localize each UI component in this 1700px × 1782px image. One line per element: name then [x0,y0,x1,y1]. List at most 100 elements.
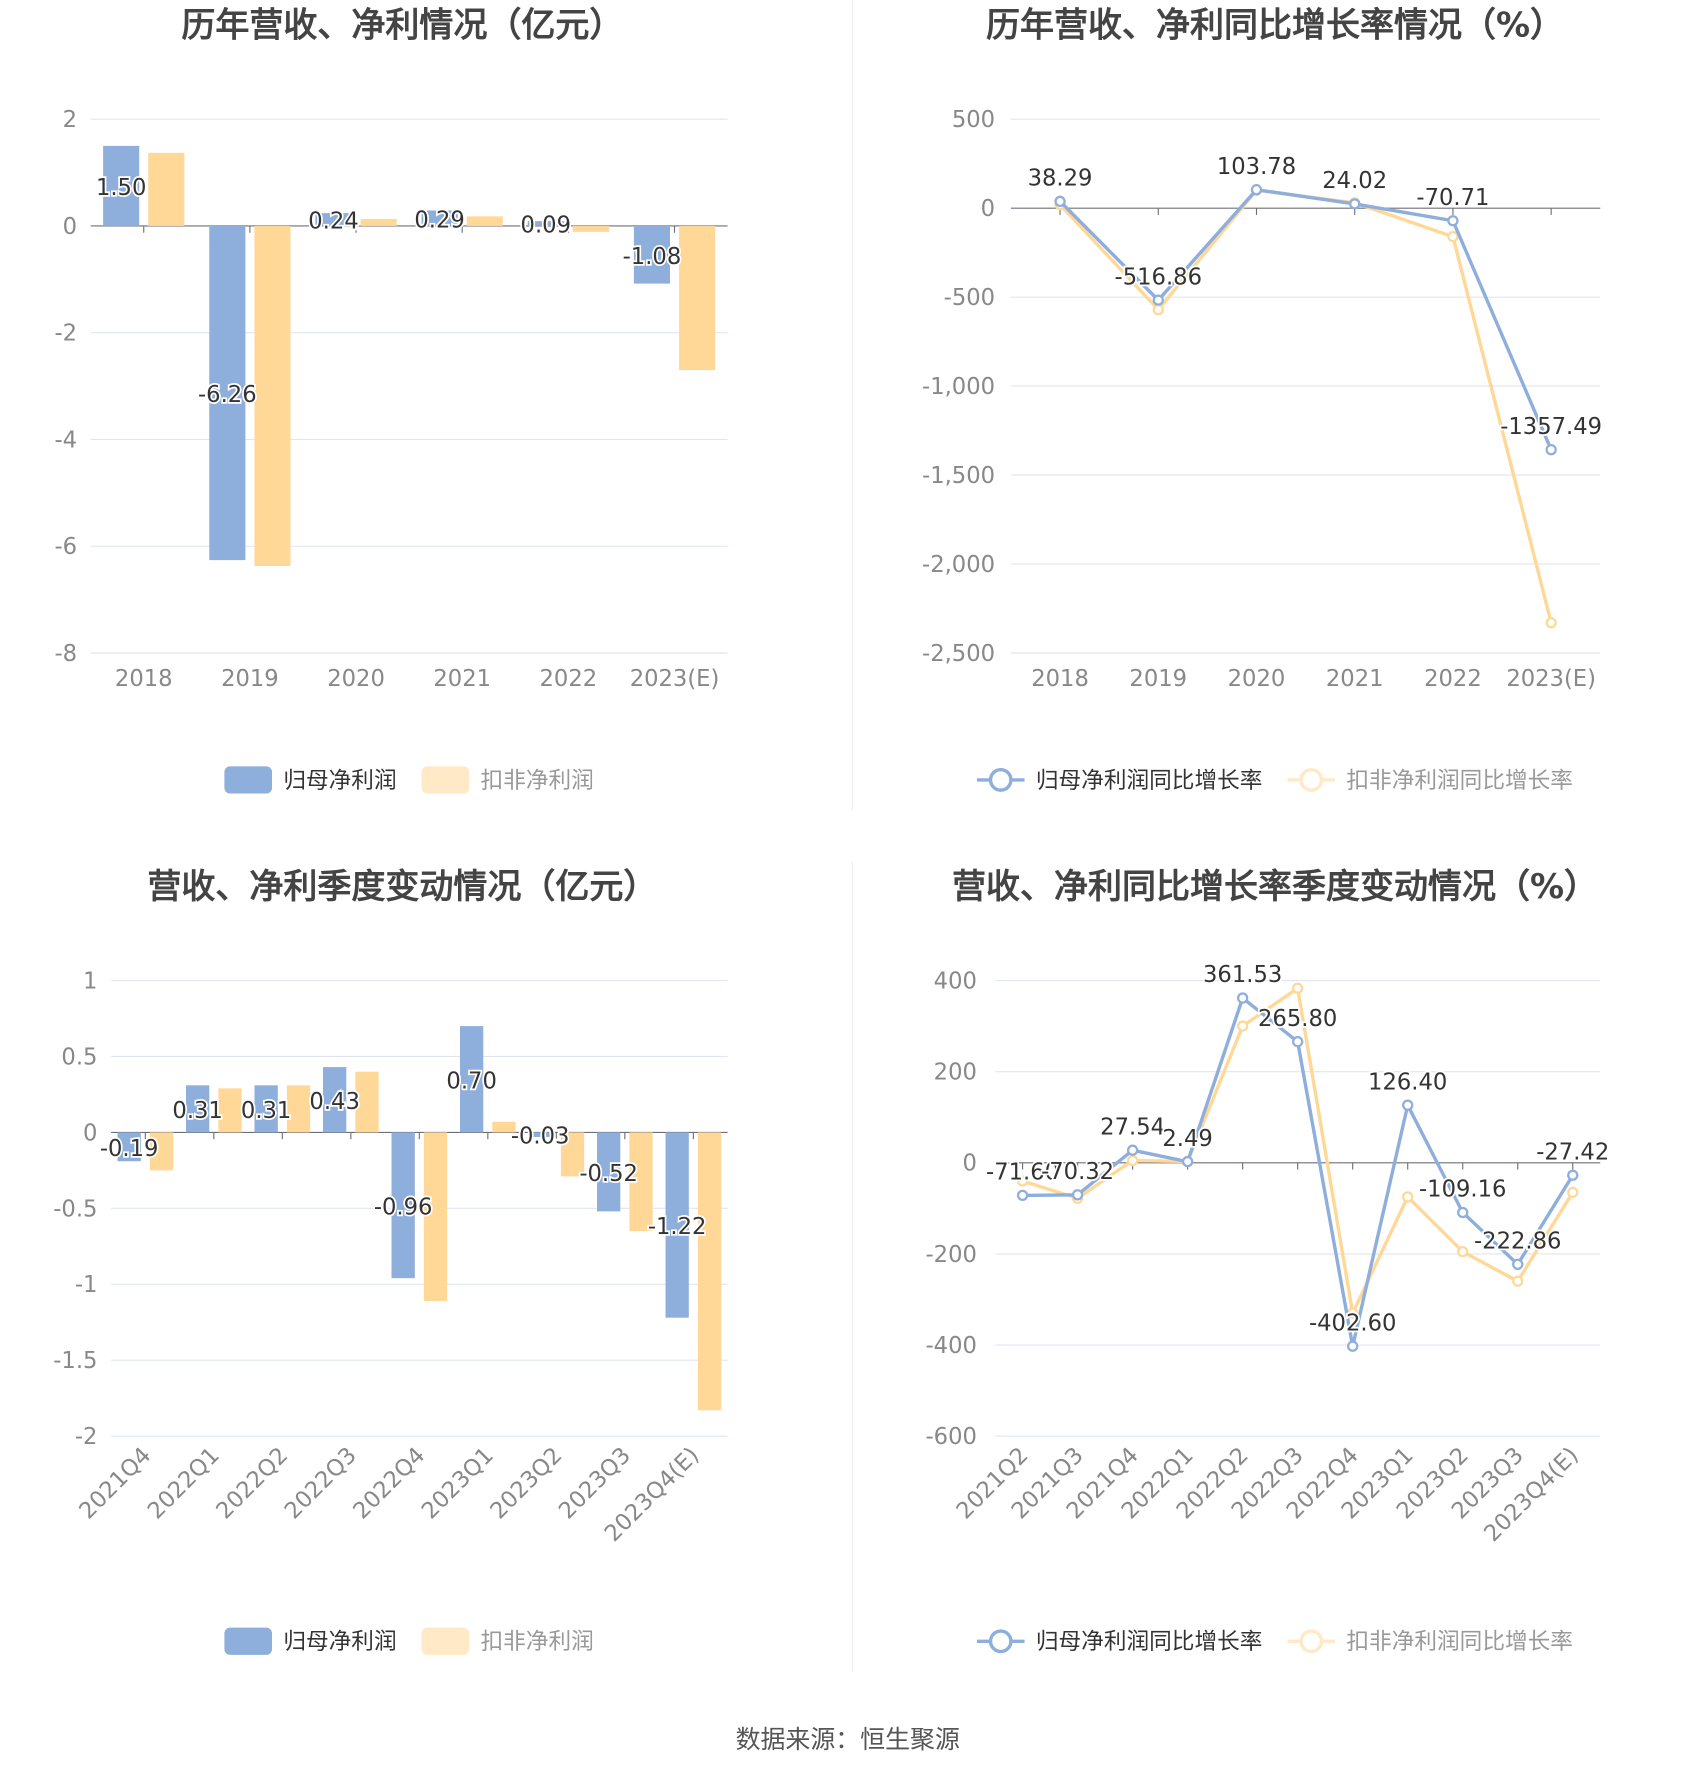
bar-parent-net-profit [527,221,564,226]
x-tick-label: 2023(E) [1506,666,1596,692]
data-label: 38.29 [1028,165,1093,191]
data-point [1152,294,1164,306]
x-tick-label: 2022 [1424,666,1482,692]
data-label: -70.32 [1041,1159,1114,1185]
x-tick-label: 2018 [115,666,173,692]
data-label: -516.86 [1115,264,1202,290]
bar-parent-net-profit [323,1067,347,1133]
bar-parent-net-profit [117,1132,141,1162]
data-point [1016,1189,1029,1202]
data-label: -1.22 [648,1214,707,1240]
legend-item-deducted[interactable]: 扣非净利润 [421,1627,594,1656]
data-label: -1357.49 [1500,414,1602,440]
data-point [1236,1020,1249,1032]
legend-label: 扣非净利润 [481,768,594,794]
data-label: 0.09 [521,213,571,239]
y-tick-label: -0.5 [53,1196,97,1222]
legend-circle-icon [988,1629,1013,1654]
x-tick-label: 2022Q3 [280,1442,362,1524]
x-tick-label: 2022 [540,666,598,692]
data-label: 2.49 [1162,1126,1212,1152]
y-tick-label: 400 [934,968,977,994]
data-point [1054,195,1066,208]
legend-label: 归母净利润同比增长率 [1036,1629,1263,1655]
data-point [1447,215,1459,227]
bar-parent-net-profit [633,225,670,284]
legend-swatch [224,1627,272,1655]
bar-parent-net-profit [528,1132,552,1137]
bar-deducted-net-profit [355,1071,379,1133]
bar-parent-net-profit [665,1132,689,1318]
legend-item-parent[interactable]: 归母净利润同比增长率 [976,768,1262,794]
bar-parent-net-profit [391,1132,415,1279]
y-tick-label: -2 [54,321,77,347]
data-label: -402.60 [1309,1310,1396,1336]
y-tick-label: -400 [926,1333,977,1359]
legend-item-deducted[interactable]: 扣非净利润同比增长率 [1287,1629,1573,1655]
data-point [1457,1206,1469,1219]
legend-swatch [224,766,272,794]
bar-parent-net-profit [460,1026,484,1133]
legend-label: 归母净利润 [283,1629,396,1655]
legend-item-deducted[interactable]: 扣非净利润 [421,766,594,794]
chart-title: 历年营收、净利情况（亿元） [181,5,623,45]
data-point [1402,1191,1414,1203]
data-point [1292,1036,1304,1048]
data-label: -109.16 [1419,1177,1506,1203]
data-point [1126,1144,1139,1156]
legend-circle-icon [1299,1629,1324,1654]
data-point [1347,1340,1359,1352]
legend-item-parent[interactable]: 归母净利润 [224,1627,397,1656]
x-tick-label: 2020 [1228,666,1286,692]
bar-parent-net-profit [254,1085,278,1133]
y-tick-label: -1.5 [53,1348,97,1374]
legend-item-parent[interactable]: 归母净利润 [224,766,397,794]
legend-swatch [421,766,470,794]
y-tick-label: -2,500 [922,641,995,667]
x-tick-label: 2019 [221,666,279,692]
data-label: -0.96 [374,1194,433,1220]
data-label: 265.80 [1258,1006,1337,1032]
data-label: 361.53 [1203,962,1282,988]
y-tick-label: 0 [981,196,995,222]
y-tick-label: 2 [63,107,77,133]
data-label: -0.03 [511,1124,570,1150]
bar-parent-net-profit [185,1085,210,1133]
bar-deducted-net-profit [149,1132,174,1171]
legend-item-parent[interactable]: 归母净利润同比增长率 [976,1629,1263,1655]
data-point [1152,303,1164,316]
y-tick-label: 500 [952,107,995,133]
y-tick-label: -4 [54,427,77,453]
data-label: -70.71 [1416,185,1489,211]
data-label: -6.26 [198,382,257,408]
legend-item-deducted[interactable]: 扣非净利润同比增长率 [1287,768,1573,794]
data-label: 0.70 [446,1068,496,1094]
x-tick-label: 2021 [433,666,491,692]
data-label: 1.50 [96,175,146,201]
data-point [1292,982,1304,994]
bar-parent-net-profit [209,225,246,561]
y-tick-label: 1 [83,968,97,994]
x-tick-label: 2020 [327,666,385,692]
y-tick-label: -6 [54,534,77,560]
y-tick-label: 0 [63,214,77,240]
data-point [1567,1186,1579,1199]
data-point [1512,1275,1524,1287]
bar-deducted-net-profit [423,1132,448,1301]
x-tick-label: 2019 [1129,666,1187,692]
data-label: 0.29 [414,207,464,233]
bar-deducted-net-profit [629,1132,653,1232]
y-tick-label: -2,000 [922,552,995,578]
data-point [1236,992,1249,1004]
x-tick-label: 2022Q2 [211,1442,293,1524]
data-point [1545,444,1557,456]
bar-deducted-net-profit [572,225,609,232]
bar-deducted-net-profit [360,219,397,226]
y-tick-label: -1 [75,1272,98,1298]
x-tick-label: 2022Q1 [143,1442,225,1524]
y-tick-label: -200 [926,1242,977,1268]
legend-label: 归母净利润 [283,768,396,794]
chart-3: 营收、净利季度变动情况（亿元）10.50-0.5-1-1.5-22021Q420… [53,867,728,1656]
bar-deducted-net-profit [286,1085,311,1133]
data-point [1071,1189,1084,1201]
